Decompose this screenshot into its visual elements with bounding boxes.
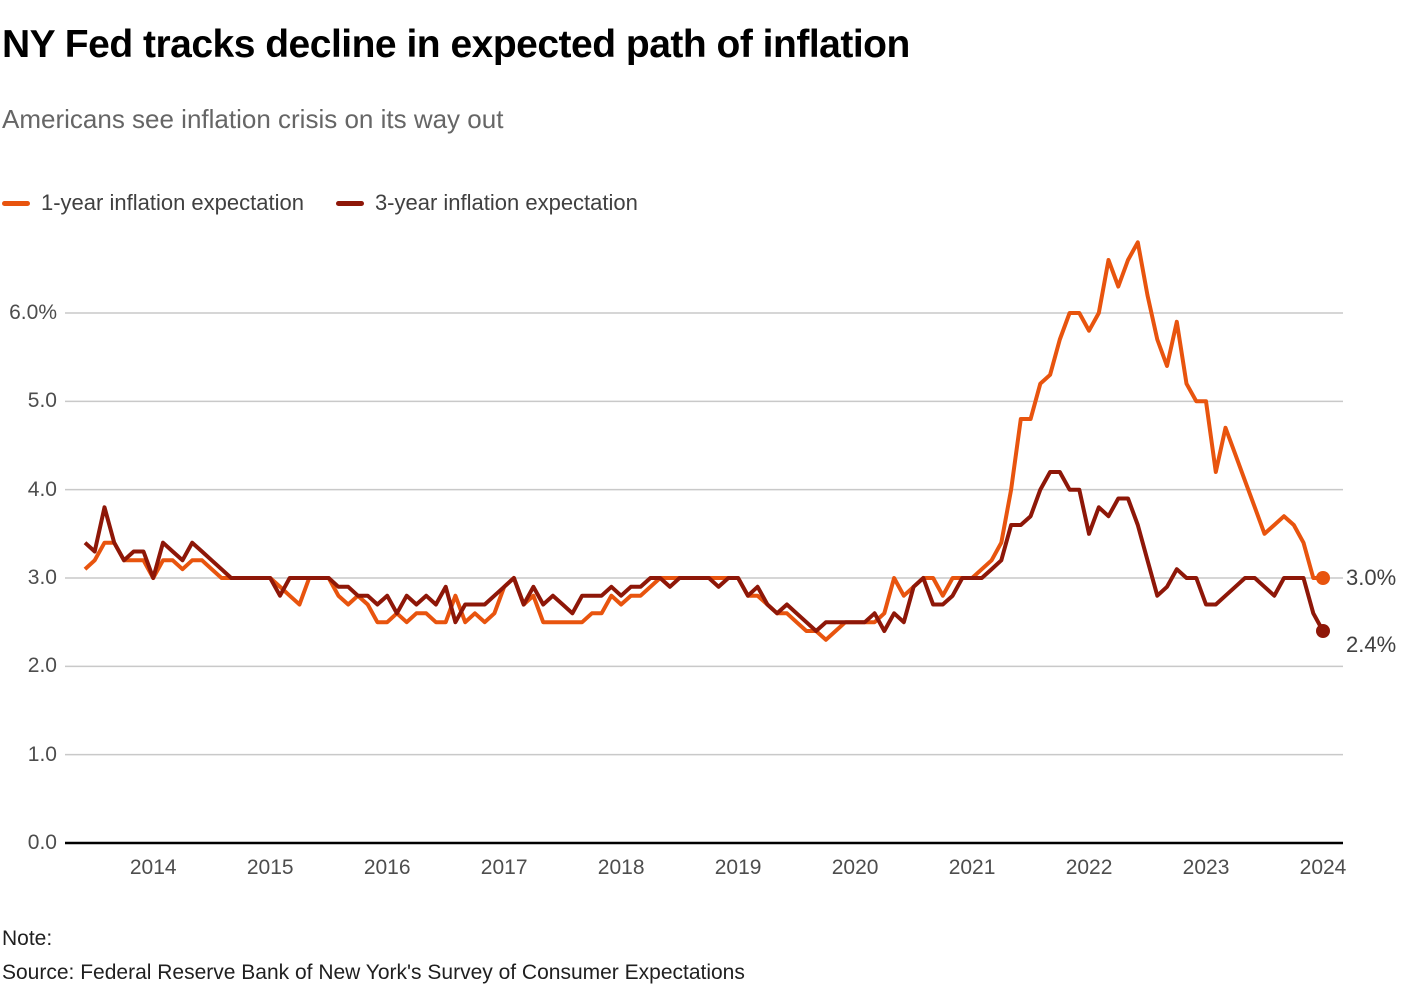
legend: 1-year inflation expectation 3-year infl… xyxy=(2,188,670,218)
x-tick-label: 2020 xyxy=(831,856,879,879)
chart-subtitle: Americans see inflation crisis on its wa… xyxy=(2,104,504,134)
x-tick-label: 2014 xyxy=(129,856,177,879)
x-tick-label: 2018 xyxy=(597,856,645,879)
gridlines xyxy=(65,312,1343,845)
x-tick-label: 2024 xyxy=(1299,856,1347,879)
y-tick-label: 1.0 xyxy=(27,742,57,766)
note-label: Note: xyxy=(2,927,53,950)
source-line: Source: Federal Reserve Bank of New York… xyxy=(2,961,745,984)
chart-title: NY Fed tracks decline in expected path o… xyxy=(2,23,910,66)
three-year-line-end-dot xyxy=(1316,624,1330,639)
y-tick-label: 5.0 xyxy=(27,389,57,413)
y-tick-label: 0.0 xyxy=(27,831,57,854)
one-year-line-end-dot xyxy=(1316,571,1330,586)
one-year-line xyxy=(83,240,1323,642)
one-year-line-swatch-icon xyxy=(2,200,30,206)
legend-label-3-year: 3-year inflation expectation xyxy=(374,190,638,215)
x-tick-label: 2019 xyxy=(714,856,762,879)
x-tick-label: 2023 xyxy=(1182,856,1230,879)
three-year-line-swatch-icon xyxy=(335,200,364,206)
y-tick-label: 2.0 xyxy=(27,654,57,678)
one-year-end-value-label: 3.0% xyxy=(1346,565,1397,590)
y-tick-label: 6.0% xyxy=(9,301,57,324)
legend-item-3-year: 3-year inflation expectation xyxy=(335,190,638,216)
x-tick-label: 2017 xyxy=(480,856,528,879)
legend-label-1-year: 1-year inflation expectation xyxy=(41,190,304,215)
end-dots xyxy=(1316,571,1330,639)
x-tick-label: 2015 xyxy=(246,856,294,879)
y-tick-label: 3.0 xyxy=(27,566,57,589)
y-tick-label: 4.0 xyxy=(27,477,57,501)
legend-item-1-year: 1-year inflation expectation xyxy=(2,190,304,216)
x-tick-label: 2022 xyxy=(1065,856,1113,879)
x-tick-label: 2016 xyxy=(363,856,411,879)
three-year-line xyxy=(83,470,1325,633)
series-lines xyxy=(83,240,1325,642)
x-tick-label: 2021 xyxy=(948,856,996,879)
three-year-end-value-label: 2.4% xyxy=(1346,632,1397,657)
